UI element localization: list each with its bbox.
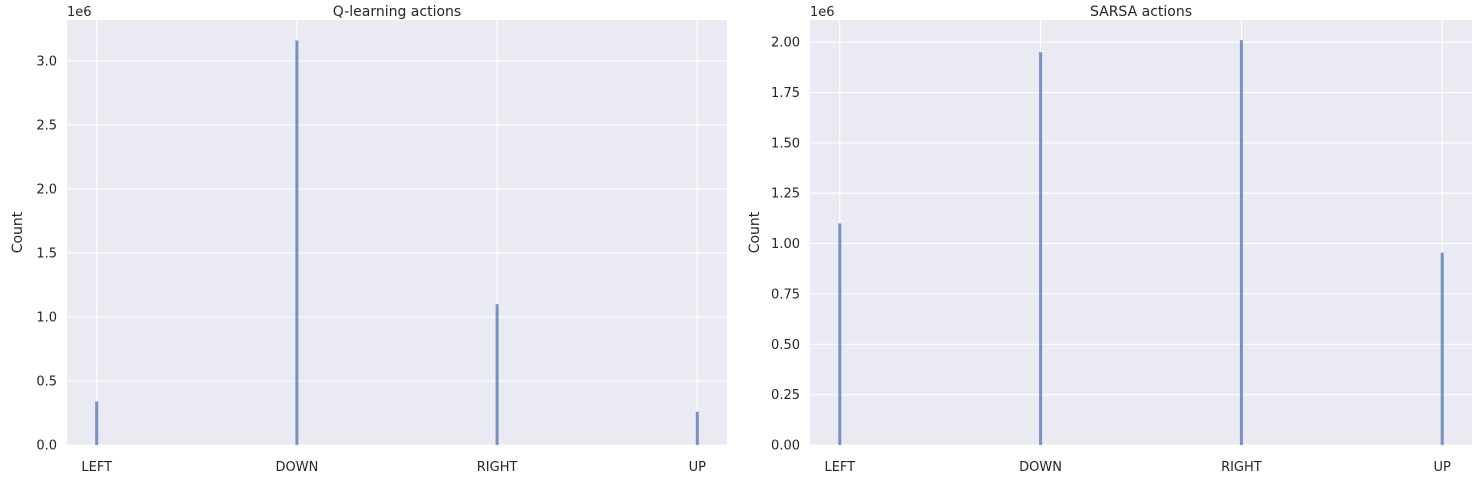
- bar-right: [1239, 40, 1243, 445]
- bar-up: [695, 411, 699, 445]
- bar-up: [1440, 252, 1444, 445]
- bar-right: [495, 304, 499, 445]
- x-tick-label-down: DOWN: [1019, 460, 1062, 475]
- y-tick-label: 1.25: [771, 187, 800, 202]
- y-axis-label: Count: [10, 211, 26, 253]
- panel-sarsa: 0.00 0.25 0.50 0.75 1.00 1.25 1.50 1.75 2.00 LEFT…: [747, 4, 1472, 475]
- panel-q-learning: 0.0 0.5 1.0 1.5 2.0 2.5 3.0 LEFT DOWN RIGHT UP Q-le…: [10, 4, 727, 475]
- y-tick-label: 2.5: [36, 118, 57, 133]
- plot-background: [67, 20, 727, 445]
- x-tick-label-left: LEFT: [81, 460, 112, 475]
- x-tick-label-right: RIGHT: [1221, 460, 1262, 475]
- y-tick-label: 1.75: [771, 86, 800, 101]
- y-tick-label: 2.00: [771, 36, 800, 51]
- y-tick-label: 1.50: [771, 136, 800, 151]
- y-tick-label: 0.25: [771, 388, 800, 403]
- y-axis-offset-label: 1e6: [67, 5, 92, 20]
- y-tick-label: 0.00: [771, 439, 800, 454]
- x-tick-label-up: UP: [1434, 460, 1452, 475]
- x-tick-label-up: UP: [689, 460, 707, 475]
- y-axis-offset-label: 1e6: [810, 5, 835, 20]
- bar-down: [295, 40, 299, 445]
- y-tick-label: 3.0: [36, 54, 57, 69]
- chart-title: Q-learning actions: [333, 4, 461, 20]
- y-tick-label: 0.0: [36, 439, 57, 454]
- x-tick-label-right: RIGHT: [477, 460, 518, 475]
- x-tick-label-down: DOWN: [275, 460, 318, 475]
- bar-left: [95, 401, 99, 445]
- y-tick-label: 1.00: [771, 237, 800, 252]
- x-tick-label-left: LEFT: [824, 460, 855, 475]
- y-tick-label: 0.5: [36, 374, 57, 389]
- y-tick-label: 0.75: [771, 287, 800, 302]
- y-tick-label: 1.5: [36, 246, 57, 261]
- bar-down: [1039, 52, 1043, 446]
- chart-title: SARSA actions: [1090, 4, 1192, 20]
- y-tick-label: 1.0: [36, 310, 57, 325]
- plot-background: [810, 20, 1472, 445]
- y-tick-label: 2.0: [36, 182, 57, 197]
- y-tick-label: 0.50: [771, 338, 800, 353]
- bar-left: [838, 223, 842, 445]
- y-axis-label: Count: [747, 211, 763, 253]
